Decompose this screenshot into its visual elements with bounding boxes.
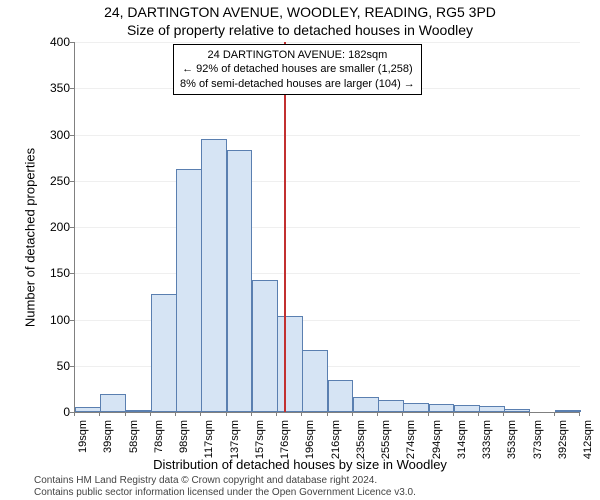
x-tick-mark <box>301 412 302 416</box>
chart-title-main: 24, DARTINGTON AVENUE, WOODLEY, READING,… <box>0 4 600 20</box>
x-axis-label: Distribution of detached houses by size … <box>0 457 600 472</box>
x-tick-mark <box>226 412 227 416</box>
y-tick-label: 400 <box>34 36 70 48</box>
y-tick-mark <box>70 227 74 228</box>
histogram-bar <box>151 294 177 412</box>
y-tick-label: 0 <box>34 406 70 418</box>
credit-line-1: Contains HM Land Registry data © Crown c… <box>34 475 377 486</box>
gridline <box>75 42 580 43</box>
gridline <box>75 273 580 274</box>
x-tick-mark <box>276 412 277 416</box>
y-tick-mark <box>70 273 74 274</box>
histogram-bar <box>403 403 429 412</box>
x-tick-mark <box>125 412 126 416</box>
y-tick-label: 200 <box>34 221 70 233</box>
x-tick-mark <box>175 412 176 416</box>
x-tick-mark <box>428 412 429 416</box>
callout-line: ← 92% of detached houses are smaller (1,… <box>180 62 415 76</box>
histogram-bar <box>277 316 303 412</box>
histogram-bar <box>100 394 126 413</box>
histogram-bar <box>555 410 581 412</box>
x-tick-mark <box>554 412 555 416</box>
histogram-bar <box>429 404 455 412</box>
histogram-bar <box>126 410 152 412</box>
y-tick-label: 50 <box>34 360 70 372</box>
x-tick-mark <box>74 412 75 416</box>
callout-line: 8% of semi-detached houses are larger (1… <box>180 77 415 91</box>
callout-line: 24 DARTINGTON AVENUE: 182sqm <box>180 48 415 62</box>
callout-box: 24 DARTINGTON AVENUE: 182sqm← 92% of det… <box>173 44 422 95</box>
x-tick-mark <box>200 412 201 416</box>
x-tick-mark <box>503 412 504 416</box>
x-tick-mark <box>579 412 580 416</box>
x-tick-mark <box>150 412 151 416</box>
y-tick-label: 250 <box>34 175 70 187</box>
y-tick-mark <box>70 88 74 89</box>
histogram-bar <box>201 139 227 412</box>
x-tick-mark <box>352 412 353 416</box>
reference-line <box>284 42 286 412</box>
y-tick-mark <box>70 135 74 136</box>
y-tick-mark <box>70 181 74 182</box>
chart-title-sub: Size of property relative to detached ho… <box>0 22 600 38</box>
x-tick-mark <box>529 412 530 416</box>
x-tick-mark <box>327 412 328 416</box>
y-tick-mark <box>70 366 74 367</box>
x-tick-mark <box>402 412 403 416</box>
y-tick-label: 300 <box>34 129 70 141</box>
y-tick-label: 150 <box>34 267 70 279</box>
histogram-bar <box>328 380 354 412</box>
histogram-bar <box>252 280 278 412</box>
x-tick-mark <box>251 412 252 416</box>
gridline <box>75 227 580 228</box>
gridline <box>75 135 580 136</box>
chart-container: 24, DARTINGTON AVENUE, WOODLEY, READING,… <box>0 0 600 500</box>
x-tick-mark <box>99 412 100 416</box>
credit-line-2: Contains public sector information licen… <box>34 487 416 498</box>
histogram-bar <box>504 409 530 412</box>
histogram-bar <box>75 407 101 412</box>
x-tick-mark <box>377 412 378 416</box>
x-tick-mark <box>453 412 454 416</box>
histogram-bar <box>479 406 505 412</box>
y-tick-label: 350 <box>34 82 70 94</box>
y-tick-label: 100 <box>34 314 70 326</box>
gridline <box>75 181 580 182</box>
histogram-bar <box>176 169 202 412</box>
y-tick-mark <box>70 42 74 43</box>
histogram-bar <box>302 350 328 412</box>
y-tick-mark <box>70 320 74 321</box>
x-tick-mark <box>478 412 479 416</box>
histogram-bar <box>353 397 379 412</box>
histogram-bar <box>227 150 253 412</box>
histogram-bar <box>454 405 480 412</box>
plot-area: 24 DARTINGTON AVENUE: 182sqm← 92% of det… <box>74 42 580 413</box>
histogram-bar <box>378 400 404 412</box>
